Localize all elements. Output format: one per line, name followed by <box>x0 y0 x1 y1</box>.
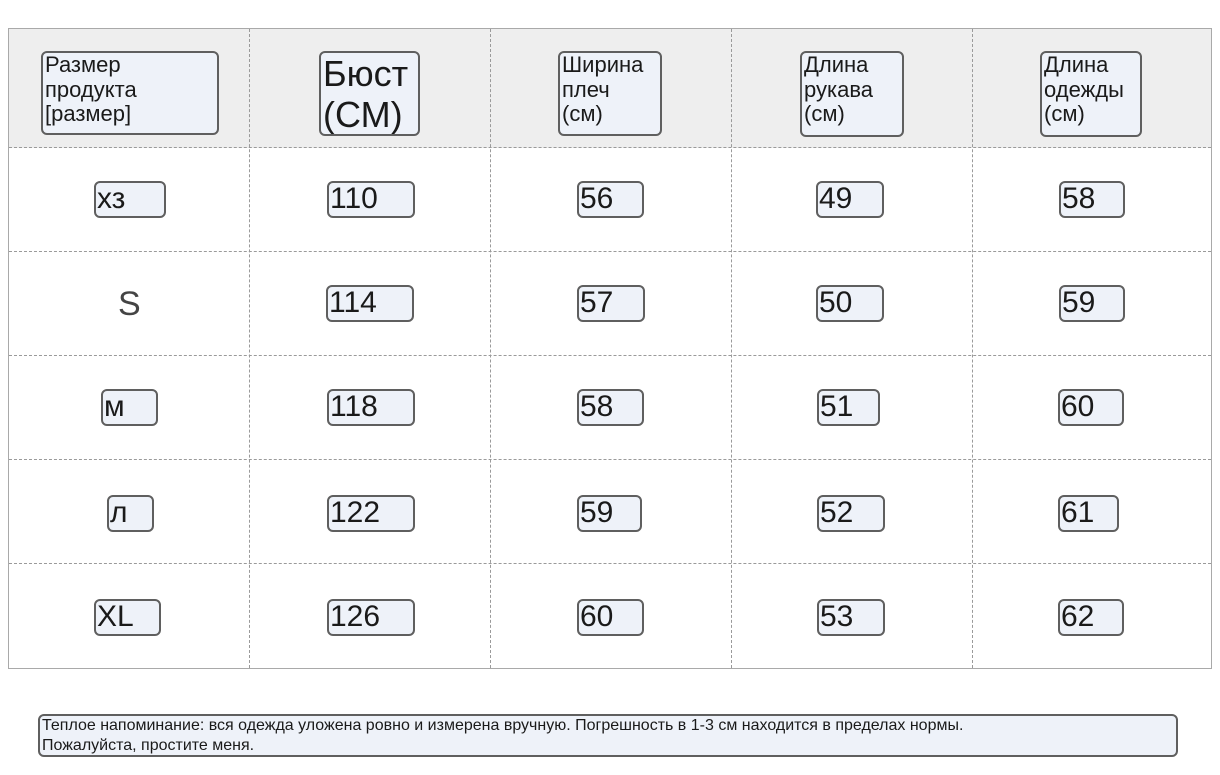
header-label-shoulder: Ширина плеч (см) <box>558 51 662 136</box>
sleeve-cell: 49 <box>816 181 884 218</box>
shoulder-cell: 59 <box>577 495 642 532</box>
header-cell-length: Длина одежды (см) <box>973 29 1213 147</box>
table-row: хз 110 56 49 58 <box>9 148 1211 252</box>
size-cell: XL <box>94 599 161 636</box>
header-label-length: Длина одежды (см) <box>1040 51 1142 137</box>
header-cell-size: Размер продукта [размер] <box>9 29 249 147</box>
table-row: XL 126 60 53 62 <box>9 564 1211 668</box>
sleeve-cell: 52 <box>817 495 885 532</box>
length-cell: 61 <box>1058 495 1119 532</box>
column-divider <box>972 29 973 668</box>
bust-cell: 114 <box>326 285 414 322</box>
size-cell: м <box>101 389 158 426</box>
shoulder-cell: 56 <box>577 181 644 218</box>
header-cell-shoulder: Ширина плеч (см) <box>491 29 731 147</box>
bust-cell: 110 <box>327 181 415 218</box>
sleeve-cell: 50 <box>816 285 884 322</box>
table-row: S 114 57 50 59 <box>9 252 1211 356</box>
table-row: л 122 59 52 61 <box>9 460 1211 564</box>
bust-cell: 126 <box>327 599 415 636</box>
bust-cell: 118 <box>327 389 415 426</box>
measurement-note: Теплое напоминание: вся одежда уложена р… <box>38 714 1178 757</box>
header-label-bust: Бюст (СМ) <box>319 51 420 136</box>
column-divider <box>490 29 491 668</box>
size-chart-table: Размер продукта [размер] Бюст (СМ) Ширин… <box>8 28 1212 669</box>
column-divider <box>249 29 250 668</box>
length-cell: 62 <box>1058 599 1124 636</box>
note-line-2: Пожалуйста, простите меня. <box>42 737 255 754</box>
shoulder-cell: 57 <box>577 285 645 322</box>
table-header-row: Размер продукта [размер] Бюст (СМ) Ширин… <box>9 29 1211 148</box>
note-line-1: Теплое напоминание: вся одежда уложена р… <box>42 717 964 734</box>
header-label-sleeve: Длина рукава (см) <box>800 51 904 137</box>
column-divider <box>731 29 732 668</box>
size-cell: хз <box>94 181 166 218</box>
length-cell: 58 <box>1059 181 1125 218</box>
sleeve-cell: 51 <box>817 389 880 426</box>
length-cell: 59 <box>1059 285 1125 322</box>
shoulder-cell: 60 <box>577 599 644 636</box>
header-cell-bust: Бюст (СМ) <box>250 29 490 147</box>
table-row: м 118 58 51 60 <box>9 356 1211 460</box>
header-cell-sleeve: Длина рукава (см) <box>732 29 972 147</box>
size-cell: л <box>107 495 154 532</box>
bust-cell: 122 <box>327 495 415 532</box>
size-cell: S <box>118 285 141 323</box>
header-label-size: Размер продукта [размер] <box>41 51 219 135</box>
sleeve-cell: 53 <box>817 599 885 636</box>
shoulder-cell: 58 <box>577 389 644 426</box>
length-cell: 60 <box>1058 389 1124 426</box>
